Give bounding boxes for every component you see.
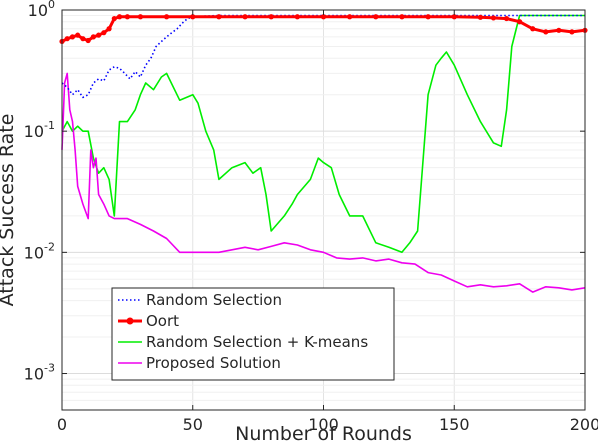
series-point-oort xyxy=(124,14,130,20)
series-point-oort xyxy=(75,32,81,38)
series-point-oort xyxy=(425,14,431,20)
x-axis-ticks: 0 50 100 150 200 xyxy=(57,10,598,434)
y-tick-label: 10-2 xyxy=(24,240,55,262)
y-tick-label: 10-3 xyxy=(24,362,55,384)
series-point-oort xyxy=(164,14,170,20)
series-point-oort xyxy=(268,14,274,20)
series-point-oort xyxy=(477,14,483,20)
legend-label: Random Selection xyxy=(146,291,282,309)
x-tick-label: 0 xyxy=(57,415,67,434)
series-point-oort xyxy=(451,14,457,20)
y-axis-ticks: 10-3 10-2 10-1 100 xyxy=(24,0,585,384)
series-layer xyxy=(59,14,588,293)
series-point-oort xyxy=(320,14,327,20)
series-point-oort xyxy=(64,36,70,42)
series-point-oort xyxy=(69,34,76,40)
legend-label: Oort xyxy=(146,312,179,330)
series-point-oort xyxy=(116,14,123,20)
x-tick-label: 150 xyxy=(439,415,470,434)
series-point-oort xyxy=(111,15,117,22)
series-point-oort xyxy=(90,34,96,40)
series-point-oort xyxy=(373,14,379,20)
series-point-oort xyxy=(530,26,536,32)
series-point-oort xyxy=(556,27,562,33)
x-tick-label: 50 xyxy=(183,415,203,434)
series-point-oort xyxy=(137,14,144,20)
series-point-oort xyxy=(80,36,86,42)
legend-box xyxy=(111,287,395,381)
legend-label: Random Selection + K-means xyxy=(146,333,368,351)
y-axis-label: Attack Success Rate xyxy=(0,114,18,307)
legend-label: Proposed Solution xyxy=(146,354,281,372)
series-point-oort xyxy=(490,15,497,21)
series-line-random-selection-k-means xyxy=(61,14,585,254)
legend: Random Selection Oort Random Selection + K… xyxy=(111,287,395,381)
series-point-oort xyxy=(517,19,523,25)
x-tick-label: 100 xyxy=(308,415,339,434)
y-tick-label: 100 xyxy=(28,0,55,20)
y-tick-label: 10-1 xyxy=(24,119,55,141)
series-point-oort xyxy=(106,26,112,32)
series-point-oort xyxy=(96,32,102,38)
series-point-oort xyxy=(216,14,222,20)
series-point-oort xyxy=(569,29,575,35)
series-point-oort xyxy=(543,29,549,35)
series-point-oort xyxy=(190,14,196,20)
series-point-oort xyxy=(294,14,300,20)
series-point-oort xyxy=(242,14,248,20)
series-point-oort xyxy=(101,30,107,36)
series-point-oort xyxy=(399,14,405,20)
series-point-oort xyxy=(503,15,510,22)
x-axis-label: Number of Rounds xyxy=(235,423,412,443)
series-line-proposed-solution xyxy=(61,72,586,293)
series-point-oort xyxy=(85,37,91,44)
series-point-oort xyxy=(347,14,353,20)
x-tick-label: 200 xyxy=(570,415,598,434)
legend-marker xyxy=(126,317,134,325)
